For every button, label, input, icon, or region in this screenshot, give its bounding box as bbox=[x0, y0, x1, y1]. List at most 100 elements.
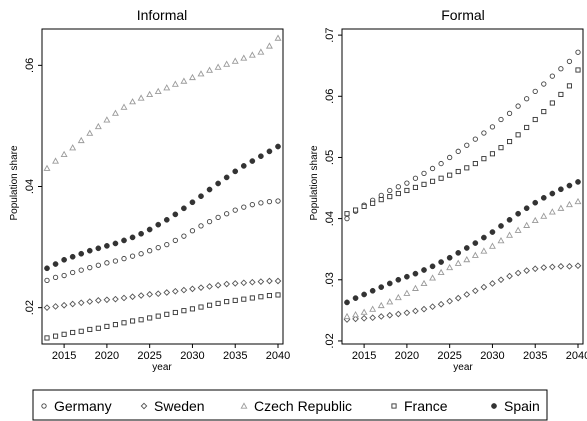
spain-point bbox=[463, 245, 470, 251]
spain-point bbox=[395, 276, 402, 283]
germany-point bbox=[395, 184, 401, 190]
spain-point bbox=[138, 230, 144, 237]
germany-point bbox=[164, 242, 170, 248]
spain-point bbox=[489, 229, 496, 235]
spain-point bbox=[438, 259, 444, 265]
germany-point bbox=[147, 248, 153, 254]
spain-point bbox=[506, 216, 513, 223]
sweden-point bbox=[223, 280, 231, 288]
czech-republic-point bbox=[360, 308, 368, 315]
sweden-point bbox=[463, 291, 471, 298]
germany-point bbox=[506, 110, 513, 117]
czech-republic-point bbox=[429, 274, 437, 281]
germany-point bbox=[489, 124, 496, 130]
spain-point bbox=[566, 182, 573, 189]
spain-point bbox=[181, 205, 187, 212]
legend-label-czech-republic: Czech Republic bbox=[254, 398, 352, 414]
czech-republic-point bbox=[574, 197, 582, 205]
france-point bbox=[541, 109, 547, 115]
czech-republic-point bbox=[386, 298, 394, 305]
x-tick-label: 2015 bbox=[52, 350, 76, 362]
germany-point bbox=[70, 269, 76, 276]
germany-point bbox=[258, 200, 264, 206]
sweden-point bbox=[412, 307, 419, 315]
france-point bbox=[241, 296, 247, 302]
x-tick-label: 2035 bbox=[223, 350, 247, 362]
sweden-point bbox=[531, 265, 539, 273]
czech-republic-point bbox=[565, 200, 573, 208]
france-point bbox=[344, 211, 350, 217]
sweden-point bbox=[540, 264, 548, 271]
germany-point bbox=[138, 251, 144, 257]
sweden-point bbox=[94, 297, 102, 304]
x-tick-label: 2030 bbox=[480, 350, 504, 362]
czech-republic-point bbox=[265, 42, 273, 49]
sweden-point bbox=[129, 293, 136, 301]
germany-point bbox=[78, 267, 84, 273]
spain-point bbox=[498, 223, 504, 229]
france-point bbox=[361, 203, 367, 209]
czech-republic-point bbox=[163, 84, 171, 91]
czech-republic-point bbox=[514, 226, 522, 233]
france-point bbox=[558, 91, 564, 97]
czech-republic-point bbox=[352, 311, 360, 318]
czech-republic-point bbox=[137, 94, 145, 101]
sweden-point bbox=[266, 277, 273, 285]
spain-point bbox=[249, 158, 256, 164]
plot-area: 2015 2020 2025 2030 2035 2040 .02 .03 .04 .05 .06.… bbox=[324, 27, 587, 362]
germany-point bbox=[61, 272, 67, 279]
sweden-point bbox=[454, 294, 462, 302]
czech-republic-point bbox=[197, 70, 205, 77]
germany-point bbox=[515, 103, 521, 109]
czech-republic-point bbox=[146, 90, 154, 98]
germany-point bbox=[224, 211, 230, 217]
france-point bbox=[121, 320, 127, 326]
germany-point bbox=[241, 204, 247, 210]
x-axis-label: year bbox=[453, 362, 473, 373]
y-axis-label: Population share bbox=[309, 145, 320, 220]
germany-point bbox=[575, 49, 581, 55]
sweden-point bbox=[403, 309, 411, 317]
sweden-point bbox=[137, 292, 145, 299]
sweden-point bbox=[112, 295, 119, 303]
sweden-point bbox=[574, 262, 582, 270]
spain-point bbox=[61, 256, 67, 263]
czech-republic-point bbox=[60, 150, 68, 158]
germany-point bbox=[215, 214, 221, 221]
czech-republic-point bbox=[548, 208, 556, 215]
sweden-point bbox=[429, 303, 436, 311]
spain-point bbox=[540, 194, 547, 201]
spain-point bbox=[129, 234, 136, 241]
czech-republic-point bbox=[540, 212, 548, 219]
france-point bbox=[258, 294, 264, 300]
spain-point bbox=[266, 148, 273, 155]
legend-label-germany: Germany bbox=[54, 398, 112, 414]
spain-point bbox=[155, 221, 162, 228]
spain-point bbox=[352, 295, 359, 301]
france-point bbox=[515, 132, 521, 138]
germany-point bbox=[472, 136, 478, 142]
france-point bbox=[138, 317, 144, 323]
france-point bbox=[566, 83, 572, 89]
france-point bbox=[104, 323, 110, 329]
france-point bbox=[524, 124, 530, 131]
germany-point bbox=[104, 260, 110, 266]
sweden-point bbox=[69, 300, 77, 308]
france-point bbox=[155, 313, 161, 319]
sweden-point bbox=[446, 297, 454, 305]
x-tick-label: 2030 bbox=[180, 350, 204, 362]
czech-republic-point bbox=[111, 109, 119, 116]
france-point bbox=[232, 297, 238, 303]
france-point bbox=[430, 178, 436, 184]
spain-point bbox=[455, 250, 462, 256]
sweden-point bbox=[171, 287, 179, 295]
sweden-point bbox=[437, 300, 445, 308]
x-tick-label: 2025 bbox=[437, 350, 461, 362]
germany-point bbox=[549, 73, 555, 79]
germany-point bbox=[172, 237, 178, 244]
sweden-point bbox=[240, 279, 248, 287]
france-point bbox=[53, 333, 59, 339]
germany-point bbox=[412, 175, 419, 181]
spain-point bbox=[121, 237, 127, 244]
spain-point bbox=[104, 243, 110, 249]
